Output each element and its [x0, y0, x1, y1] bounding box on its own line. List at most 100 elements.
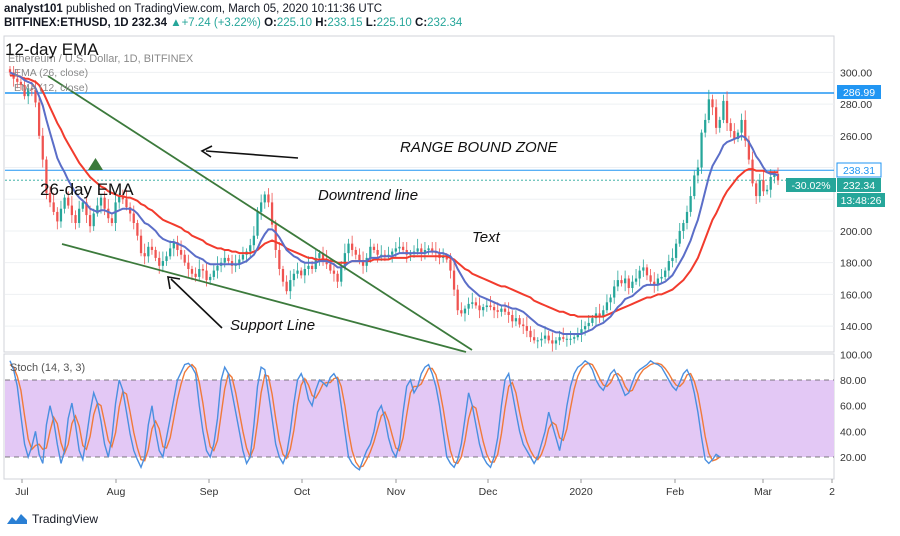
candle-body	[67, 197, 70, 206]
candle-body	[52, 202, 55, 212]
candle-body	[598, 313, 601, 317]
candle-body	[88, 215, 92, 227]
candle-body	[631, 281, 634, 289]
candle-body	[34, 89, 37, 103]
candle-body	[310, 265, 314, 269]
arrowhead-icon	[200, 145, 213, 158]
candle-body	[642, 267, 645, 271]
candle-body	[347, 243, 350, 254]
price-pane[interactable]	[3, 35, 835, 353]
resistance-price-tag	[837, 85, 881, 99]
brand-name: TradingView	[32, 512, 99, 526]
candle-body	[223, 257, 226, 263]
annotation-text[interactable]: Text	[472, 229, 501, 246]
high-value: 233.15	[327, 17, 363, 29]
candle-body	[460, 310, 463, 314]
candle-body	[81, 202, 84, 209]
candle-body	[638, 270, 641, 279]
candle-body	[700, 132, 703, 168]
candle-body	[674, 243, 678, 258]
stoch-d-line	[9, 362, 721, 469]
low-value: 225.10	[376, 17, 412, 29]
candle-body	[452, 270, 456, 290]
candle-body	[722, 100, 725, 120]
candle-body	[431, 248, 434, 252]
candle-body	[70, 205, 74, 216]
candle-body	[376, 249, 379, 255]
current-price-label: 232.34	[843, 180, 875, 192]
annotation-support[interactable]: Support Line	[230, 317, 315, 334]
candle-body	[187, 262, 190, 269]
candle-body	[110, 218, 114, 224]
annotation-ema-26[interactable]: 26-day EMA	[40, 180, 134, 199]
candle-body	[85, 202, 88, 216]
tradingview-brand[interactable]: TradingView	[6, 512, 98, 526]
candle-body	[529, 330, 532, 338]
candle-body	[147, 246, 150, 257]
ema-26-line	[10, 74, 778, 318]
candle-body	[169, 248, 172, 257]
candle-body	[714, 107, 718, 128]
resistance-price-label: 286.99	[843, 87, 875, 99]
candle-body	[489, 305, 492, 308]
candle-body	[733, 131, 736, 139]
candle-body	[99, 197, 103, 206]
annotation-range-zone[interactable]: RANGE BOUND ZONE	[400, 139, 559, 156]
candle-body	[554, 340, 558, 344]
candle-body	[59, 208, 63, 222]
time-tick-label: Aug	[107, 486, 126, 498]
annotation-downtrend[interactable]: Downtrend line	[318, 187, 418, 204]
candle-body	[707, 99, 710, 120]
candle-body	[503, 308, 507, 312]
stoch-tick-label: 80.00	[840, 375, 866, 387]
arrow-support	[170, 278, 223, 329]
candle-body	[478, 305, 481, 311]
candle-body	[573, 337, 576, 339]
candle-body	[318, 253, 321, 258]
candle-body	[300, 270, 303, 276]
candle-body	[132, 213, 135, 224]
candle-body	[30, 88, 33, 90]
candle-body	[653, 281, 656, 285]
level-price-tag	[836, 162, 882, 178]
stoch-label[interactable]: Stoch (14, 3, 3)	[10, 362, 85, 374]
legend-ema-12[interactable]: EMA (12, close)	[14, 82, 88, 94]
candle-body	[154, 249, 157, 258]
time-tick-label: Sep	[200, 486, 219, 498]
stoch-axis: 100.00 80.00 60.00 40.00 20.00	[840, 349, 872, 464]
candle-body	[212, 270, 215, 277]
candle-body	[281, 268, 285, 282]
time-tick-label: Dec	[479, 486, 498, 498]
candle-body	[56, 211, 59, 222]
candle-body	[19, 81, 23, 86]
downtrend-line[interactable]	[47, 75, 473, 351]
candle-body	[744, 119, 747, 141]
candle-body	[685, 211, 689, 224]
time-tick-label: Nov	[387, 486, 406, 498]
legend-ema-26[interactable]: EMA (26, close)	[14, 67, 88, 79]
candle-body	[238, 259, 241, 265]
price-tick-label: 300.00	[840, 67, 872, 79]
candle-body	[241, 254, 245, 260]
candle-body	[689, 196, 692, 212]
candle-body	[78, 208, 81, 224]
candle-body	[740, 119, 743, 133]
candle-body	[394, 248, 397, 252]
annotation-ema-12[interactable]: 12-day EMA	[5, 40, 99, 59]
publisher[interactable]: analyst101	[4, 3, 63, 15]
candle-body	[671, 257, 674, 262]
candle-body	[613, 286, 616, 298]
candle-body	[762, 180, 765, 192]
support-line[interactable]	[61, 243, 467, 353]
candle-body	[693, 175, 696, 197]
candle-body	[121, 196, 124, 200]
candle-body	[551, 340, 554, 344]
candle-body	[456, 289, 459, 311]
candle-body	[773, 173, 776, 178]
stoch-band	[5, 380, 834, 457]
candle-body	[656, 278, 660, 285]
candle-body	[725, 100, 729, 124]
time-axis[interactable]: Jul Aug Sep Oct Nov Dec 2020 Feb Mar 2	[15, 479, 835, 498]
tradingview-logo-icon	[7, 514, 27, 524]
